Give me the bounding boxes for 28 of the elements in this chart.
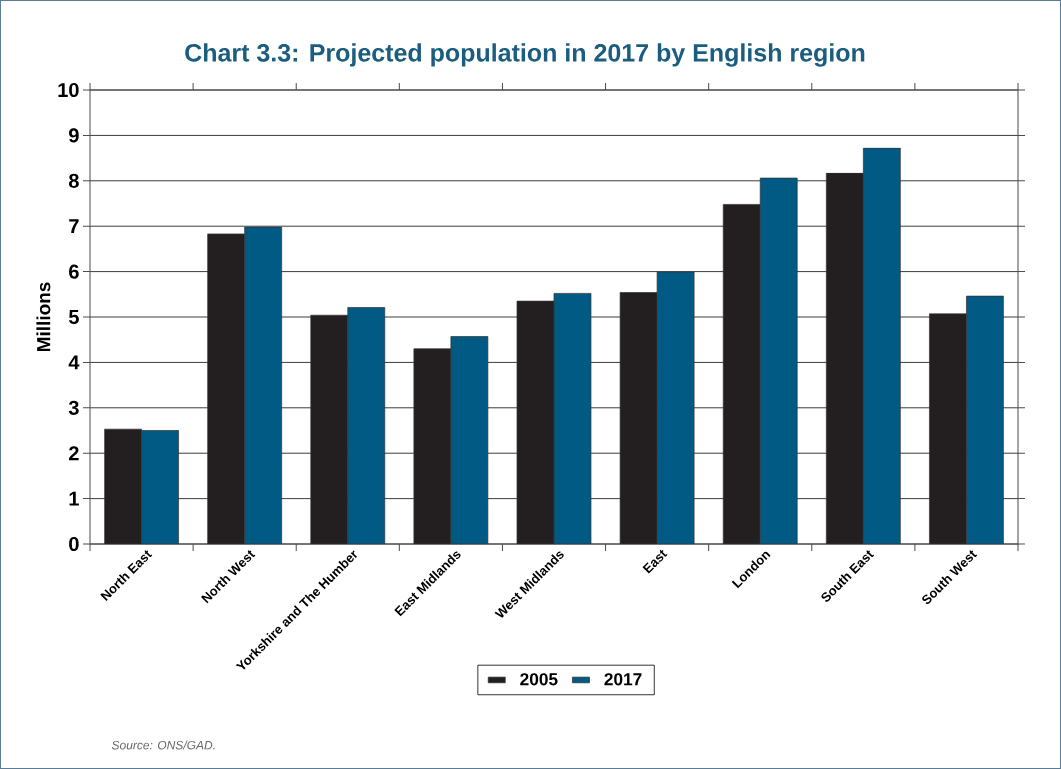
y-tick-label: 5 [68, 310, 79, 324]
y-tick-label: 4 [68, 355, 80, 370]
bar [517, 301, 554, 545]
bar [620, 292, 658, 545]
bar [760, 178, 798, 545]
bar [413, 348, 451, 545]
bar [347, 307, 385, 545]
y-tick-label: 9 [69, 128, 79, 143]
y-tick-label: 8 [68, 173, 79, 188]
chart-title: Chart 3.3: Projected population in 2017 by English region [185, 43, 865, 67]
bar [141, 430, 179, 545]
bar [554, 293, 591, 545]
y-tick-label: 6 [69, 264, 79, 279]
bar [244, 227, 282, 545]
bar [966, 295, 1004, 545]
bar [657, 272, 695, 545]
y-tick-label: 10 [58, 82, 79, 98]
bar [450, 336, 488, 545]
y-axis-title: Millions [36, 282, 51, 352]
y-tick-label: 3 [68, 400, 79, 415]
y-tick-label: 7 [69, 219, 79, 234]
bar [863, 148, 901, 545]
y-tick-label: 2 [69, 446, 79, 461]
y-tick-label: 0 [69, 536, 79, 552]
y-tick-label: 1 [69, 491, 79, 506]
source-note: Source: ONS/GAD. [111, 740, 215, 750]
legend-label: 2005 [520, 673, 558, 686]
legend-label: 2017 [604, 673, 642, 686]
